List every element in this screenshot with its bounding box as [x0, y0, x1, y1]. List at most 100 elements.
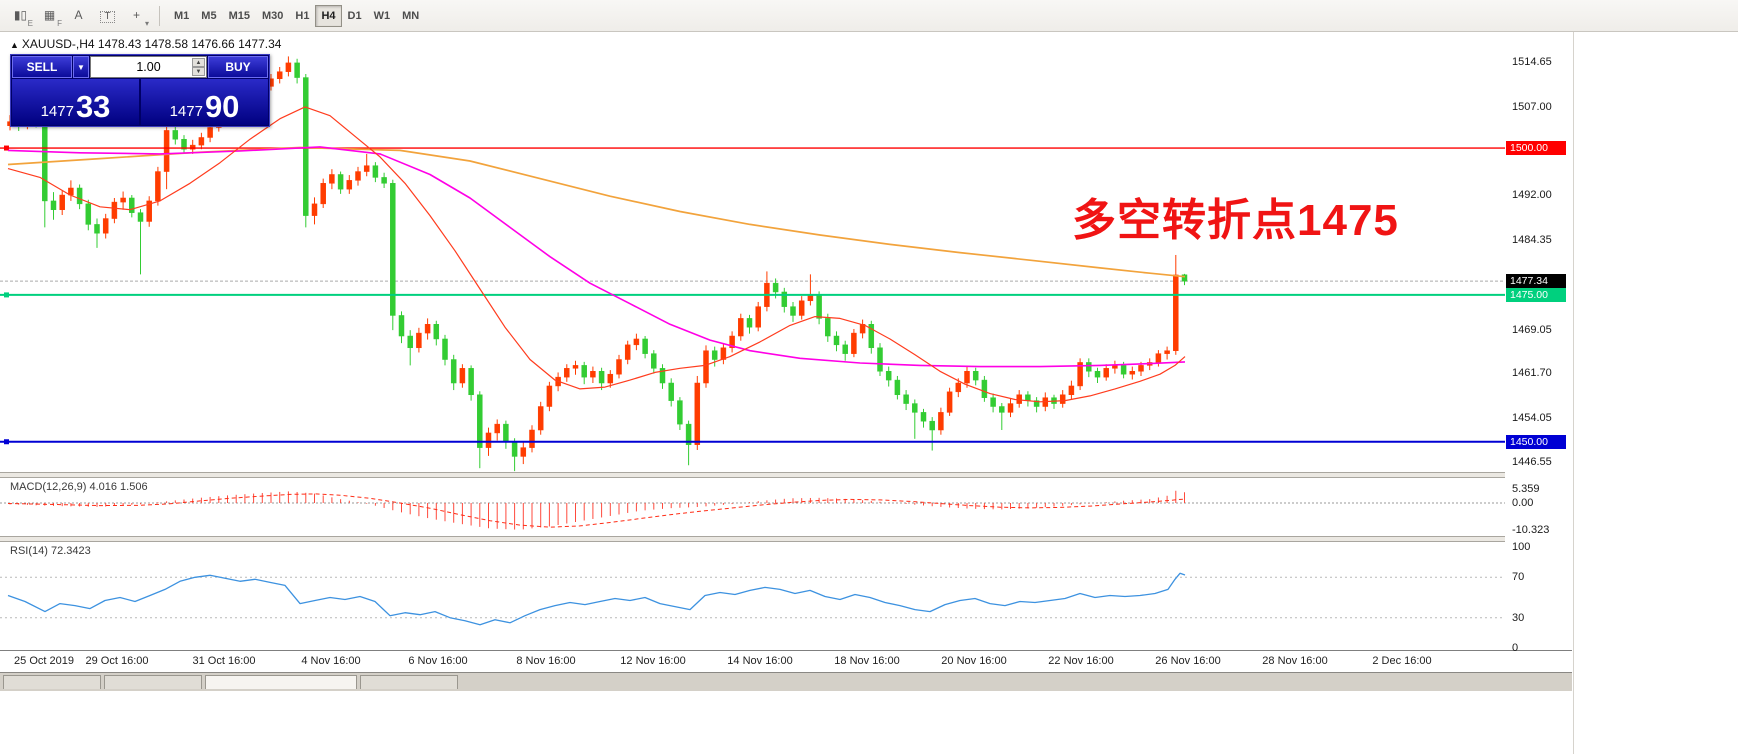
trade-panel-controls: SELL ▼ 1.00 ▲ ▼ BUY: [11, 55, 269, 79]
rsi-label: RSI(14) 72.3423: [10, 545, 91, 557]
sell-price-main: 1477: [40, 102, 74, 120]
macd-axis-value: -10.323: [1512, 523, 1550, 536]
time-axis-label: 2 Dec 16:00: [1372, 655, 1432, 667]
panel-separator[interactable]: [0, 536, 1572, 542]
chart-window-tab[interactable]: [205, 675, 357, 689]
hline-handle: [4, 292, 9, 298]
timeframe-toolbar: M1 M5 M15 M30 H1 H4 D1 W1 MN: [168, 4, 425, 27]
draw-tools-icon-glyph: +: [132, 7, 140, 22]
buy-button[interactable]: BUY: [208, 56, 268, 78]
price-chart-canvas[interactable]: [0, 32, 1505, 472]
time-axis-label: 20 Nov 16:00: [941, 655, 1007, 667]
time-axis[interactable]: 25 Oct 2019 29 Oct 16:00 31 Oct 16:00 4 Nov…: [0, 651, 1505, 671]
timeframe-w1-button[interactable]: W1: [373, 9, 391, 22]
hline-handle: [4, 439, 9, 445]
trade-panel-prices: 1477 33 1477 90: [11, 79, 269, 126]
chart-window-tab[interactable]: [104, 675, 202, 689]
top-toolbar: ▮▯ E ▦ F A T + ▾ M1 M5 M15 M30 H1 H4 D1 W1 MN: [0, 0, 1738, 32]
rsi-line: [7, 572, 1186, 626]
candlestick-chart-icon[interactable]: ▮▯ E: [6, 2, 35, 28]
timeframe-m30-button[interactable]: M30: [261, 9, 284, 22]
macd-indicator-canvas[interactable]: [0, 478, 1505, 536]
volume-field[interactable]: 1.00 ▲ ▼: [90, 56, 207, 78]
price-axis-tick: 1492.00: [1512, 189, 1552, 202]
timeframe-m15-button[interactable]: M15: [228, 9, 250, 22]
symbol-ohlc-line: ▲ XAUUSD-,H4 1478.43 1478.58 1476.66 1477…: [10, 37, 281, 51]
buy-price-display[interactable]: 1477 90: [141, 79, 268, 125]
symbol-ohlc-text: XAUUSD-,H4 1478.43 1478.58 1476.66 1477.…: [21, 37, 282, 51]
timeframe-h1-button[interactable]: H1: [295, 9, 310, 22]
candlestick-chart-icon-sub: E: [27, 18, 33, 28]
toolbar-separator: [159, 5, 160, 26]
panel-separator[interactable]: [0, 472, 1572, 478]
volume-spinner: ▲ ▼: [192, 58, 205, 76]
price-tag-1475.00: 1475.00: [1506, 287, 1566, 302]
volume-dropdown-button[interactable]: ▼: [73, 56, 89, 78]
timeframe-mn-button[interactable]: MN: [402, 9, 420, 22]
rsi-axis-value: 0: [1512, 642, 1519, 654]
rsi-axis-value: 100: [1512, 541, 1531, 553]
label-tool-icon-glyph: T: [100, 10, 115, 23]
time-axis-label: 31 Oct 16:00: [192, 655, 256, 667]
macd-label: MACD(12,26,9) 4.016 1.506: [10, 481, 148, 493]
sell-button[interactable]: SELL: [12, 56, 72, 78]
price-tag-1500.00: 1500.00: [1506, 141, 1566, 156]
price-axis-tick: 1469.05: [1512, 323, 1552, 336]
rsi-axis-value: 70: [1512, 571, 1525, 584]
buy-price-main: 1477: [169, 102, 203, 120]
price-axis-tick: 1514.65: [1512, 56, 1552, 68]
volume-value: 1.00: [136, 60, 161, 74]
timeframe-h4-button[interactable]: H4: [315, 4, 342, 27]
timeframe-m5-button[interactable]: M5: [201, 9, 217, 22]
price-axis-tick: 1454.05: [1512, 411, 1552, 424]
chart-annotation-text: 多空转折点1475: [1072, 196, 1399, 245]
label-tool-icon[interactable]: T: [93, 4, 122, 30]
time-axis-label: 28 Nov 16:00: [1262, 655, 1328, 667]
draw-tools-icon-sub: ▾: [144, 18, 149, 28]
buy-price-big: 90: [204, 88, 240, 124]
one-click-trade-panel: SELL ▼ 1.00 ▲ ▼ BUY 1477 33 1477 90: [10, 54, 270, 127]
price-axis-tick: 1484.35: [1512, 233, 1552, 246]
time-axis-label: 25 Oct 2019: [14, 655, 74, 667]
price-axis-tick: 1507.00: [1512, 100, 1552, 113]
ma-fast-line: [7, 106, 1186, 403]
rsi-indicator-canvas[interactable]: [0, 542, 1505, 650]
timeframe-d1-button[interactable]: D1: [347, 9, 362, 22]
chart-window-tab[interactable]: [3, 675, 101, 689]
price-axis[interactable]: 1514.65 1507.00 1492.00 1484.35 1469.05 1461.…: [1505, 32, 1573, 654]
time-axis-border: [0, 650, 1572, 651]
candlestick-chart-icon-glyph: ▮▯: [13, 7, 28, 22]
time-axis-label: 12 Nov 16:00: [620, 655, 686, 667]
text-tool-icon[interactable]: A: [64, 2, 93, 28]
time-axis-label: 26 Nov 16:00: [1155, 655, 1221, 667]
price-tag-1450.00: 1450.00: [1506, 434, 1566, 449]
macd-histogram: [9, 490, 1185, 530]
chart-up-icon: ▲: [10, 40, 19, 50]
time-axis-label: 6 Nov 16:00: [408, 655, 468, 667]
grid-icon[interactable]: ▦ F: [35, 2, 64, 28]
macd-axis-value: 5.359: [1512, 483, 1540, 496]
time-axis-label: 4 Nov 16:00: [301, 655, 361, 667]
right-empty-area: [1573, 32, 1738, 754]
toolbar-icons: ▮▯ E ▦ F A T + ▾: [6, 2, 151, 30]
time-axis-label: 29 Oct 16:00: [85, 655, 149, 667]
sell-price-big: 33: [75, 88, 111, 124]
timeframe-m1-button[interactable]: M1: [174, 9, 190, 22]
text-tool-icon-glyph: A: [74, 7, 83, 22]
hline-handle: [4, 145, 9, 151]
time-axis-label: 22 Nov 16:00: [1048, 655, 1114, 667]
current-price-tag: 1477.34: [1506, 274, 1566, 289]
draw-tools-icon[interactable]: + ▾: [122, 2, 151, 28]
volume-up-icon[interactable]: ▲: [192, 58, 205, 67]
volume-down-icon[interactable]: ▼: [192, 67, 205, 76]
time-axis-label: 18 Nov 16:00: [834, 655, 900, 667]
macd-signal-line: [7, 493, 1186, 528]
time-axis-label: 8 Nov 16:00: [516, 655, 576, 667]
sell-price-display[interactable]: 1477 33: [12, 79, 139, 125]
price-axis-tick: 1446.55: [1512, 456, 1552, 469]
chart-tab-bar: [0, 672, 1572, 691]
ma-mid-line: [7, 146, 1186, 368]
macd-axis-value: 0.00: [1512, 497, 1534, 509]
chart-window-tab[interactable]: [360, 675, 458, 689]
